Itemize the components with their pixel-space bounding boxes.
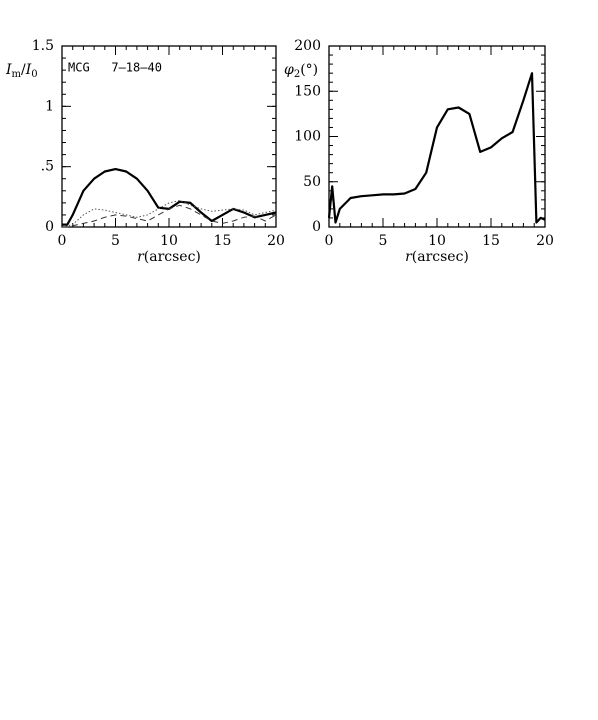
y-axis-label-part: m	[12, 69, 22, 80]
y-axis-label: φ2(°)	[284, 62, 318, 80]
y-tick-label: 1.5	[32, 38, 54, 54]
y-tick-label: .5	[41, 159, 54, 175]
y-axis-label-part: /	[21, 62, 26, 78]
x-tick-label: 5	[111, 233, 120, 249]
data-line	[62, 168, 277, 226]
plot-frame	[328, 45, 546, 228]
y-axis-label-part: 2	[294, 69, 300, 80]
x-axis-label-part: r	[405, 249, 413, 265]
x-tick-label: 0	[325, 233, 334, 249]
y-tick-label: 150	[294, 83, 321, 99]
x-tick-label: 15	[482, 233, 500, 249]
x-axis-label-part: (arcsec)	[144, 249, 201, 265]
x-tick-label: 0	[58, 233, 67, 249]
data-line	[61, 200, 277, 228]
y-tick-label: 0	[45, 219, 54, 235]
x-axis-label: r(arcsec)	[137, 249, 201, 265]
y-axis-label-part: 0	[31, 69, 37, 80]
x-axis-label-part: r	[137, 249, 145, 265]
x-tick-label: 15	[214, 233, 232, 249]
x-tick-label: 20	[267, 233, 285, 249]
data-line	[327, 72, 546, 224]
y-tick-label: 200	[294, 38, 321, 54]
x-tick-label: 10	[428, 233, 446, 249]
y-tick-label: 1	[45, 98, 54, 114]
y-axis-label: Im/I0	[5, 62, 38, 80]
x-tick-label: 10	[160, 233, 178, 249]
y-axis-label-part: (°)	[300, 62, 318, 78]
y-axis-label-part: φ	[284, 62, 294, 78]
y-axis-label-part: I	[25, 62, 32, 78]
y-tick-label: 0	[312, 219, 321, 235]
y-tick-label: 50	[303, 174, 321, 190]
x-tick-label: 5	[379, 233, 388, 249]
x-axis-label: r(arcsec)	[405, 249, 469, 265]
y-axis-label-part: I	[5, 62, 12, 78]
x-axis-label-part: (arcsec)	[412, 249, 469, 265]
y-tick-label: 100	[294, 129, 321, 145]
x-tick-label: 20	[536, 233, 554, 249]
annotation: MCG 7–18–40	[68, 61, 162, 75]
